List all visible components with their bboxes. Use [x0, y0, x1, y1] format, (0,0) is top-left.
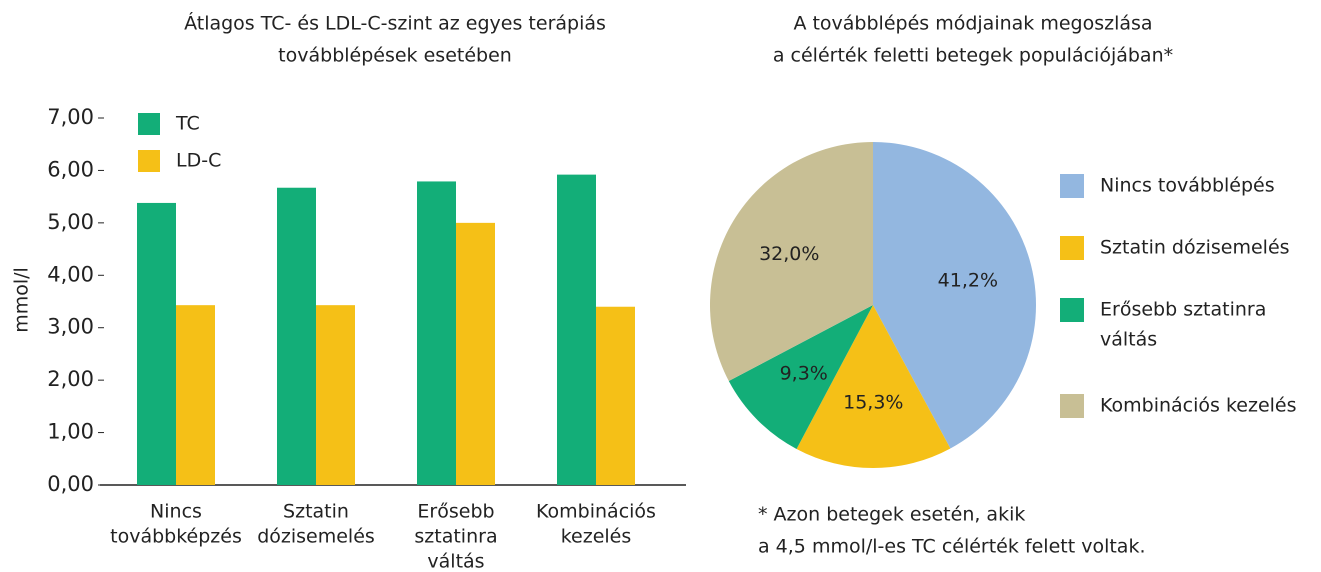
x-tick-label: sztatinra: [414, 526, 497, 548]
footnote: a 4,5 mmol/l-es TC célérték felett volta…: [758, 536, 1146, 558]
legend-label: LD-C: [176, 150, 221, 172]
data-label: 32,0%: [759, 243, 819, 265]
legend-swatch: [1060, 298, 1084, 322]
legend-label: Sztatin dózisemelés: [1100, 237, 1290, 259]
pie-slice: [728, 305, 873, 449]
bar: [596, 306, 635, 485]
x-tick-label: dózisemelés: [257, 526, 375, 548]
bar: [417, 181, 456, 485]
chart-title: A továbblépés módjainak megoszlása: [793, 13, 1152, 35]
legend-label: Kombinációs kezelés: [1100, 395, 1297, 417]
y-tick-label: 4,00: [47, 262, 94, 286]
bar: [557, 174, 596, 485]
x-tick-label: kezelés: [561, 526, 632, 548]
x-tick-label: Erősebb: [417, 501, 494, 523]
pie-slice: [709, 141, 873, 381]
y-tick-label: 3,00: [47, 315, 94, 339]
y-tick-label: 1,00: [47, 420, 94, 444]
y-tick-label: 6,00: [47, 157, 94, 181]
legend-swatch: [1060, 394, 1084, 418]
pie-slice: [873, 142, 1036, 449]
y-tick-label: 0,00: [47, 472, 94, 496]
data-label: 15,3%: [843, 391, 903, 413]
x-tick-label: Sztatin: [283, 501, 349, 523]
footnote: * Azon betegek esetén, akik: [758, 504, 1025, 526]
x-tick-label: váltás: [427, 551, 484, 572]
chart-title: továbblépések esetében: [278, 45, 512, 67]
legend-label: TC: [175, 113, 200, 135]
legend-label: váltás: [1100, 329, 1157, 351]
chart-title: Átlagos TC- és LDL-C-szint az egyes terá…: [184, 12, 606, 35]
legend-label: Erősebb sztatinra: [1100, 299, 1266, 321]
legend-label: Nincs továbblépés: [1100, 175, 1275, 197]
y-tick-label: 7,00: [47, 105, 94, 129]
chart-title: a célérték feletti betegek populációjába…: [773, 45, 1173, 67]
bar: [137, 202, 176, 486]
data-label: 9,3%: [780, 363, 828, 385]
bar: [277, 187, 316, 486]
legend-swatch: [138, 113, 160, 135]
legend-swatch: [1060, 174, 1084, 198]
bar: [456, 222, 495, 485]
x-tick-label: továbbképzés: [110, 526, 242, 548]
x-tick-label: Kombinációs: [536, 501, 656, 523]
bar: [176, 305, 215, 485]
data-label: 41,2%: [938, 270, 998, 292]
legend-swatch: [138, 150, 160, 172]
pie-slice: [796, 305, 951, 468]
x-tick-label: Nincs: [150, 501, 202, 523]
y-axis-label: mmol/l: [11, 267, 33, 333]
y-tick-label: 5,00: [47, 210, 94, 234]
legend-swatch: [1060, 236, 1084, 260]
y-tick-label: 2,00: [47, 367, 94, 391]
bar: [316, 305, 355, 485]
